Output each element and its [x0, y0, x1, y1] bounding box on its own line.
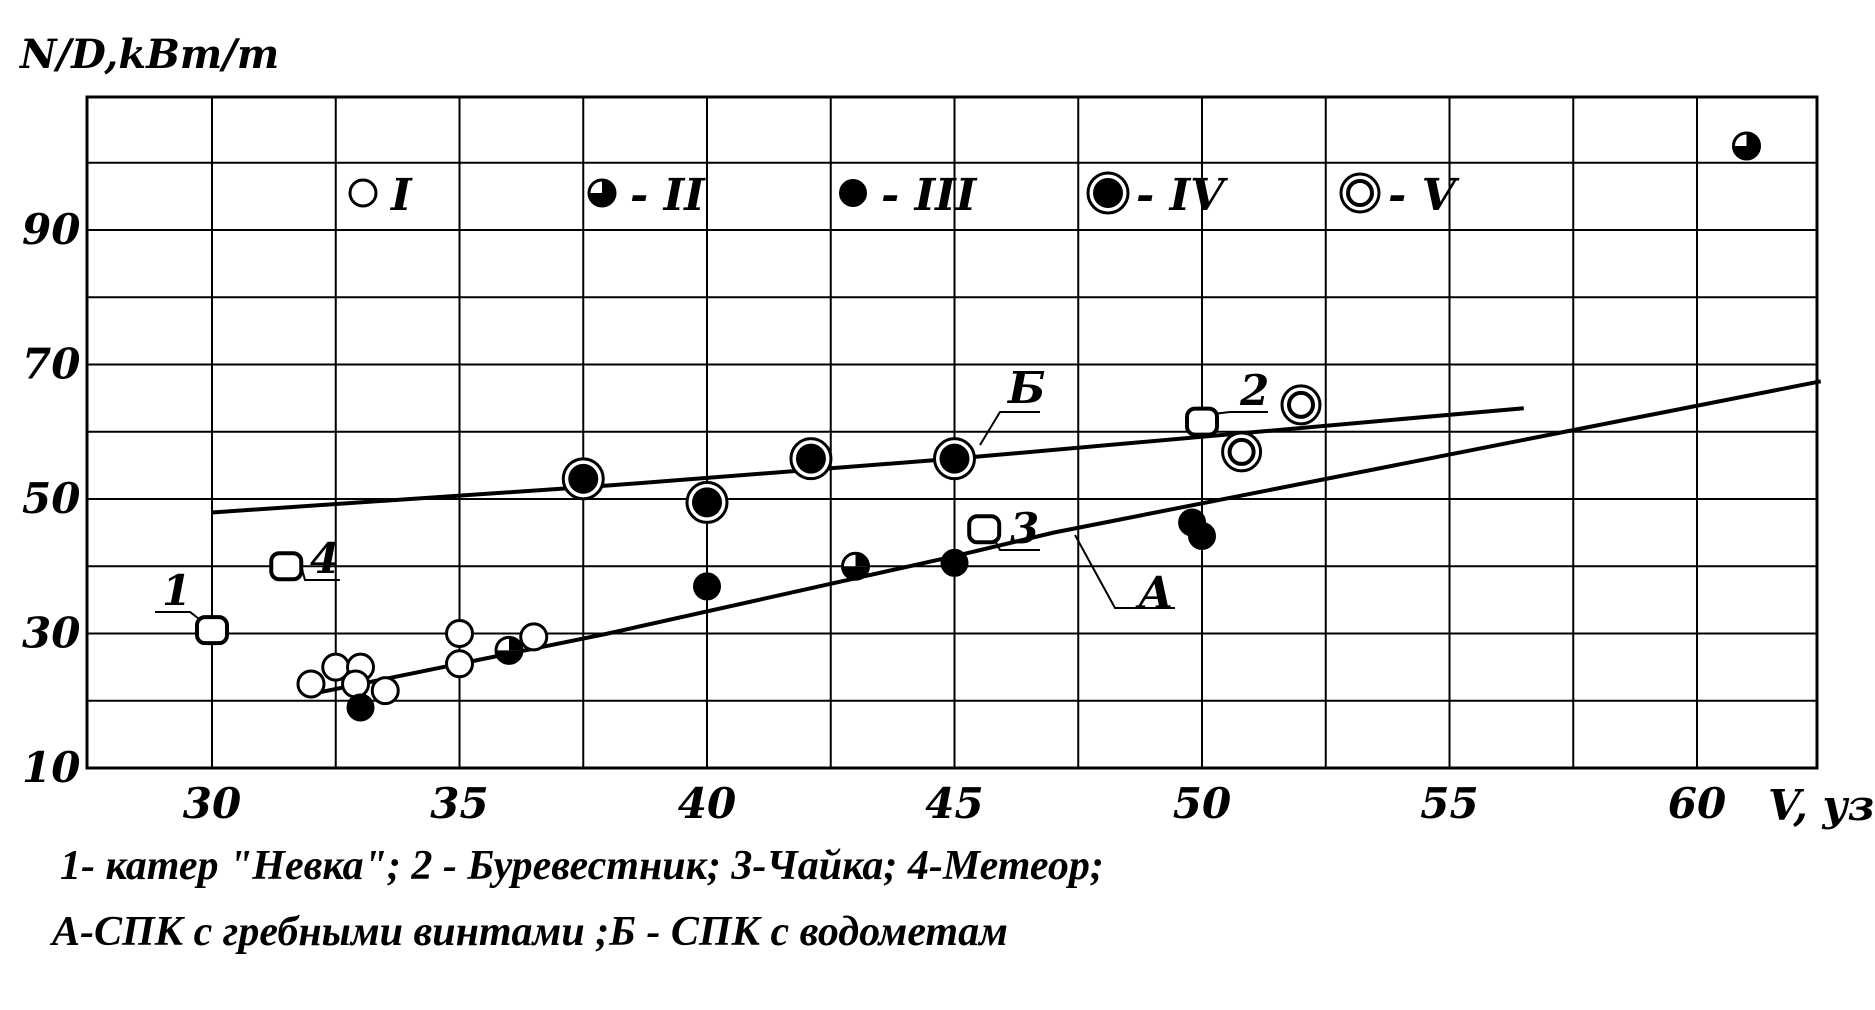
- caption-line-2: А-СПК с гребными винтами ;Б - СПК с водо…: [52, 909, 1008, 955]
- data-point: [685, 480, 729, 524]
- point-ring: [1346, 179, 1374, 207]
- data-point: [370, 676, 400, 706]
- data-point: [1732, 131, 1761, 161]
- legend-label: - V: [1388, 170, 1460, 221]
- vessel-leader: [1215, 411, 1268, 415]
- vessel-leader: [993, 538, 1040, 551]
- point-marker: [348, 178, 378, 208]
- y-tick-label: 70: [22, 340, 80, 389]
- x-axis-label: V, уз: [1768, 781, 1874, 830]
- point-marker: [693, 572, 721, 601]
- point-fill: [939, 443, 970, 474]
- data-point: [341, 669, 371, 699]
- point-fill: [1746, 132, 1760, 146]
- vessel-label: 3: [1010, 504, 1039, 553]
- chart: N/D,kBm/m V, уз А Б 30 35 40 45 50 55 60 10 30 50 7…: [18, 31, 1874, 830]
- vessel-leader: [300, 565, 340, 581]
- x-tick-label: 40: [678, 779, 736, 828]
- point-fill: [602, 180, 615, 193]
- point-marker: [370, 676, 400, 706]
- data-point: [1339, 172, 1381, 214]
- point-marker: [940, 548, 969, 577]
- grid: [85, 95, 1819, 770]
- legend-label: I: [389, 170, 413, 221]
- x-tick-label: 55: [1420, 779, 1478, 828]
- vessel-markers: 1 2 3 4: [155, 366, 1269, 646]
- legend-label: - II: [630, 170, 706, 221]
- data-point: [1221, 431, 1263, 473]
- point-marker: [445, 619, 474, 648]
- y-axis-label: N/D,kBm/m: [18, 31, 279, 78]
- point-marker: [296, 669, 326, 699]
- point-fill: [855, 553, 869, 567]
- point-fill: [496, 650, 522, 664]
- point-marker: [341, 669, 371, 699]
- trend-line-leader: [979, 411, 1040, 446]
- point-fill: [509, 637, 522, 651]
- data-point: [933, 437, 976, 481]
- data-point: [445, 619, 474, 648]
- data-point: [1086, 171, 1130, 215]
- point-marker: [346, 693, 375, 722]
- point-marker: [519, 622, 549, 652]
- y-tick-label: 10: [22, 743, 80, 792]
- vessel-label: 1: [162, 566, 191, 615]
- vessel-marker: [269, 551, 304, 582]
- data-point: [587, 178, 617, 208]
- point-fill: [692, 487, 722, 518]
- point-ring: [1287, 390, 1315, 419]
- legend-label: - III: [881, 170, 978, 221]
- data-point: [940, 548, 969, 577]
- vessel-label: 2: [1239, 366, 1269, 415]
- x-tick-label: 50: [1173, 779, 1231, 828]
- vessel-marker: [967, 514, 1002, 545]
- tick-labels: 30 35 40 45 50 55 60 10 30 50 70 90: [22, 205, 1726, 828]
- data-point: [561, 457, 605, 501]
- y-tick-label: 50: [22, 474, 80, 523]
- vessel-marker: [1185, 406, 1219, 437]
- trend-line-label: Б: [1006, 363, 1046, 414]
- data-point: [296, 669, 326, 699]
- x-tick-label: 35: [430, 779, 488, 828]
- point-fill: [795, 443, 826, 474]
- point-fill: [842, 566, 869, 580]
- data-point: [1188, 521, 1216, 550]
- legend-label: - IV: [1136, 170, 1228, 221]
- vessel-marker: [195, 615, 229, 646]
- y-tick-label: 90: [22, 205, 80, 254]
- x-tick-label: 45: [925, 779, 983, 828]
- data-point: [445, 649, 474, 679]
- data-point: [789, 437, 833, 481]
- data-point: [841, 551, 870, 581]
- data-point: [1280, 384, 1322, 426]
- point-fill: [589, 193, 615, 206]
- x-tick-label: 30: [183, 779, 241, 828]
- point-marker: [1188, 521, 1216, 550]
- point-fill: [568, 463, 599, 494]
- data-point: [494, 635, 524, 665]
- data-point: [519, 622, 549, 652]
- trend-line-label: А: [1135, 568, 1174, 619]
- trend-line-leader: [1074, 534, 1175, 609]
- data-point: [348, 178, 378, 208]
- data-point: [693, 572, 721, 601]
- vessel-leader: [155, 611, 199, 619]
- point-fill: [1093, 178, 1123, 208]
- data-points: [296, 131, 1761, 722]
- data-point: [346, 693, 375, 722]
- point-marker: [445, 649, 474, 679]
- vessel-label: 4: [310, 534, 339, 583]
- point-marker: [839, 179, 867, 207]
- y-tick-label: 30: [22, 609, 80, 658]
- point-fill: [1733, 145, 1760, 159]
- legend: I - II - III - IV - V: [348, 170, 1460, 221]
- caption-line-1: 1- катер "Невка"; 2 - Буревестник; 3-Чай…: [60, 843, 1104, 889]
- data-point: [839, 179, 867, 207]
- point-ring: [1227, 437, 1256, 466]
- trend-line: [211, 406, 1524, 515]
- x-tick-label: 60: [1668, 779, 1726, 828]
